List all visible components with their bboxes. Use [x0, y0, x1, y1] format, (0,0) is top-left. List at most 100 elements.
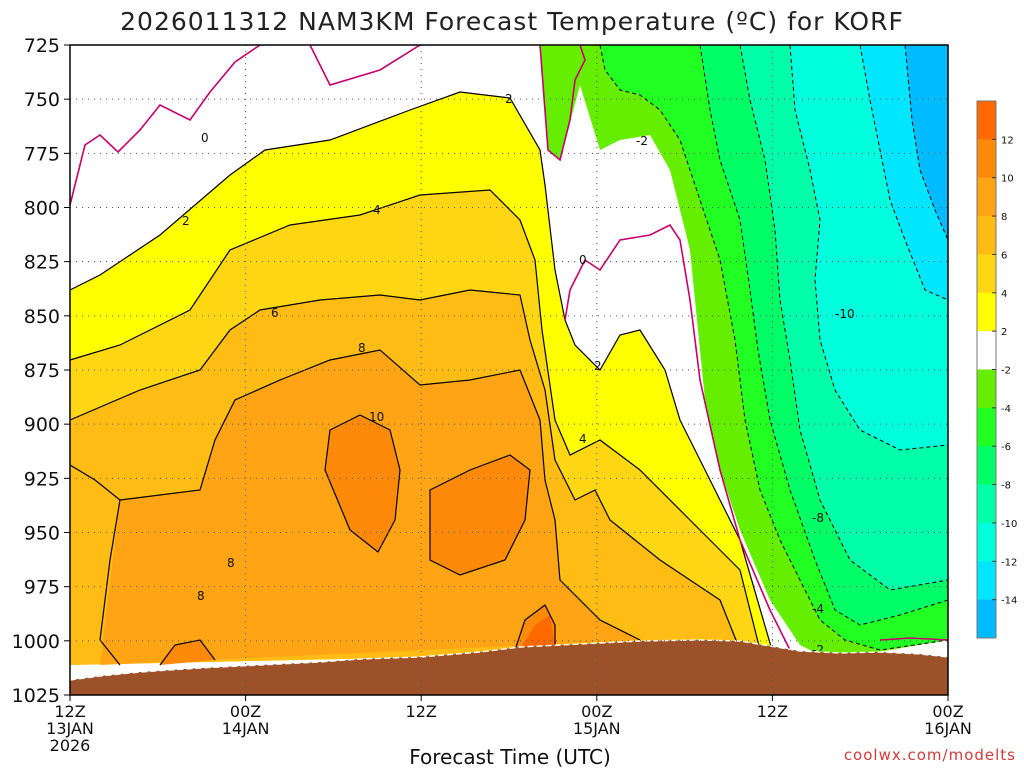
y-tick-label: 800 [24, 198, 60, 220]
colorbar-swatch [977, 177, 996, 217]
grid-lines [70, 45, 948, 695]
contour-label: -4 [812, 602, 824, 616]
y-tick-label: 925 [24, 468, 60, 490]
chart-title: 2026011312 NAM3KM Forecast Temperature (… [120, 7, 904, 36]
contour-label: 8 [358, 341, 366, 355]
colorbar-swatch [977, 331, 996, 370]
y-tick-label: 850 [24, 306, 60, 328]
contour-lines [69, 91, 773, 666]
contour-line [119, 349, 641, 641]
contour-label: -8 [812, 511, 824, 525]
colorbar-tick-label: -12 [1001, 557, 1017, 568]
contour-line [599, 44, 949, 651]
colorbar-tick-label: -8 [1001, 481, 1011, 492]
colorbar-swatch [977, 484, 996, 524]
colorbar-tick-label: 6 [1001, 250, 1007, 261]
contour-line [69, 464, 121, 666]
freezing-line [879, 637, 949, 641]
contour-line [514, 604, 556, 651]
colorbar-swatch [977, 292, 996, 332]
band-warm-10-12 [325, 415, 400, 552]
colorbar-tick-label: 8 [1001, 212, 1007, 223]
colorbar-tick-label: -2 [1001, 366, 1011, 377]
colorbar-tick-label: -6 [1001, 442, 1011, 453]
x-tick-label: 16JAN [924, 719, 972, 738]
colorbar-swatch [977, 369, 996, 409]
y-tick-label: 950 [24, 523, 60, 545]
x-tick-label: 00Z [932, 702, 963, 721]
contour-line [429, 454, 531, 576]
colorbar-swatch [977, 254, 996, 294]
colorbar-swatch [977, 599, 996, 639]
x-tick-label: 12Z [757, 702, 788, 721]
contour-line [699, 44, 949, 626]
contour-line [859, 44, 949, 301]
contour-line [69, 91, 773, 651]
y-tick-label: 975 [24, 577, 60, 599]
y-tick-label: 1000 [12, 631, 60, 653]
cold-contour-lines [599, 44, 949, 651]
colorbar-tick-label: 10 [1001, 174, 1014, 185]
contour-label: 2 [594, 359, 602, 373]
contour-label: 4 [579, 432, 587, 446]
x-tick-label: 2026 [50, 736, 91, 755]
x-tick-label: 14JAN [222, 719, 270, 738]
freezing-line [539, 44, 586, 162]
contour-label: 10 [369, 410, 384, 424]
terrain-edge [69, 639, 949, 681]
y-tick-label: 725 [24, 35, 60, 57]
contour-line [324, 414, 401, 553]
contour-label: 6 [271, 306, 279, 320]
terrain-surface [70, 640, 948, 695]
x-tick-label: 13JAN [46, 719, 94, 738]
contour-label: -10 [835, 307, 855, 321]
credit-text: coolwx.com/modelts [844, 746, 1016, 764]
contour-line [69, 289, 741, 651]
y-tick-label: 825 [24, 252, 60, 274]
y-tick-label: 900 [24, 414, 60, 436]
contour-label: -2 [636, 134, 648, 148]
colorbar-tick-label: -10 [1001, 519, 1017, 530]
contour-label: 8 [227, 556, 235, 570]
contour-line [69, 189, 761, 651]
band-warm-10-12-b [430, 455, 530, 575]
colorbar: 12 10 8 6 4 2 -2 -4 -6 -8 -10 -12 -14 [976, 100, 1017, 639]
band-warm-10-12-c [160, 640, 215, 665]
colorbar-tick-label: 4 [1001, 289, 1007, 300]
freezing-line [564, 223, 791, 651]
band-warm-12-14 [520, 615, 555, 650]
colorbar-tick-label: -14 [1001, 596, 1017, 607]
y-axis: 725 750 775 800 825 850 875 900 925 950 975 1000 102… [12, 35, 70, 707]
band-cold-14-16 [905, 45, 948, 240]
plot-area: 0 2 4 6 8 10 8 8 2 4 0 -2 2 -10 -8 -4 -2 [69, 44, 949, 696]
colorbar-swatch [977, 139, 996, 179]
contour-label: -2 [812, 643, 824, 657]
x-tick-label: 00Z [230, 702, 261, 721]
x-tick-label: 12Z [54, 702, 85, 721]
freezing-lines [69, 44, 949, 651]
contour-label: 0 [579, 253, 587, 267]
y-tick-label: 875 [24, 360, 60, 382]
x-tick-label: 00Z [581, 702, 612, 721]
colorbar-tick-label: 2 [1001, 327, 1007, 338]
colorbar-swatch [977, 407, 996, 447]
contour-label: 8 [197, 589, 205, 603]
colorbar-tick-label: -4 [1001, 404, 1011, 415]
contour-label: 0 [201, 131, 209, 145]
x-tick-label: 12Z [406, 702, 437, 721]
freezing-line [69, 44, 261, 206]
contour-label: 4 [373, 203, 381, 217]
freezing-line [309, 44, 421, 86]
colorbar-swatch [977, 522, 996, 562]
contour-line [789, 44, 949, 451]
contour-line [159, 639, 216, 666]
x-tick-label: 15JAN [573, 719, 621, 738]
contour-line [904, 44, 949, 241]
contour-label: 2 [182, 214, 190, 228]
y-tick-label: 775 [24, 143, 60, 165]
colorbar-swatch [977, 101, 996, 140]
colorbar-swatch [977, 561, 996, 601]
x-axis-label: Forecast Time (UTC) [409, 745, 611, 768]
y-tick-label: 1025 [12, 685, 60, 707]
